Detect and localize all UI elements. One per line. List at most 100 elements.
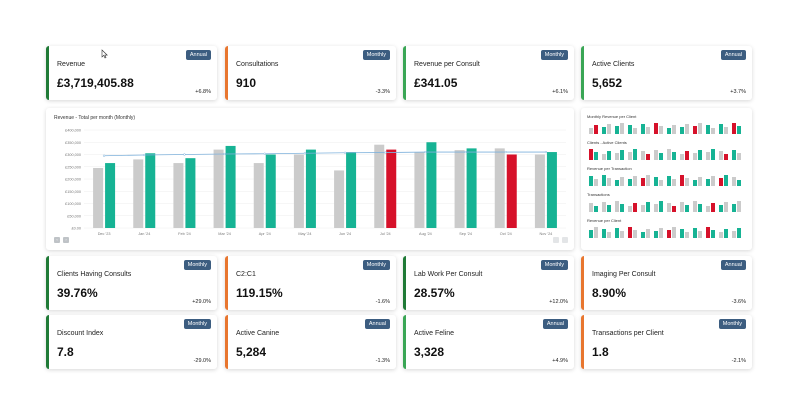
period-badge: Annual xyxy=(542,319,568,329)
period-badge: Monthly xyxy=(362,260,390,270)
x-tick-label: Apr '24 xyxy=(259,232,271,236)
sparkline-bar xyxy=(667,230,671,238)
sparkline-bar xyxy=(698,150,702,160)
kpi-label: Discount Index xyxy=(57,330,104,337)
trend-point xyxy=(504,150,507,154)
x-tick-label: Jun '24 xyxy=(339,232,351,236)
kpi-label: Lab Work Per Consult xyxy=(414,271,483,278)
kpi-card-active-feline[interactable]: Annual Active Feline 3,328 +4.9% xyxy=(403,315,574,369)
current-period-bar xyxy=(225,145,236,228)
kpi-delta: +12.0% xyxy=(549,299,568,305)
trend-point xyxy=(424,150,427,154)
kpi-card-revenue[interactable]: Annual Revenue £3,719,405.88 +6.8% xyxy=(46,46,217,100)
y-tick-label: £300,000 xyxy=(65,153,81,157)
sparkline-bar xyxy=(620,204,624,212)
kpi-card-imaging-per-consult[interactable]: Annual Imaging Per Consult 8.90% -3.6% xyxy=(581,256,752,310)
current-period-bar xyxy=(145,153,156,228)
sparkline-bar xyxy=(698,204,702,212)
current-period-bar xyxy=(506,154,517,228)
trend-line xyxy=(104,151,546,157)
sparkline-bar xyxy=(641,151,645,160)
current-period-bar xyxy=(546,152,557,228)
kpi-card-lab-work-per-consult[interactable]: Monthly Lab Work Per Consult 28.57% +12.… xyxy=(403,256,574,310)
y-tick-label: £350,000 xyxy=(65,141,81,145)
sparkline-bar xyxy=(607,205,611,212)
current-period-bar xyxy=(305,149,316,228)
period-badge: Monthly xyxy=(183,260,211,270)
sparkline-bar xyxy=(633,149,637,160)
x-tick-label: Oct '24 xyxy=(500,232,512,236)
previous-period-bar xyxy=(374,144,385,228)
revenue-chart-panel: Revenue - Total per month (Monthly) £400… xyxy=(46,108,574,250)
sparkline-bar xyxy=(628,179,632,186)
sparkline-bar xyxy=(607,232,611,238)
mouse-cursor-icon xyxy=(101,49,108,59)
sparkline-bar xyxy=(620,150,624,160)
chart-zoom-in-button[interactable] xyxy=(562,237,568,243)
sparkline-bar xyxy=(589,149,593,160)
sparkline-bar xyxy=(693,201,697,212)
kpi-delta: -2.1% xyxy=(731,358,746,364)
sparkline-bar xyxy=(646,202,650,212)
kpi-card-active-clients[interactable]: Annual Active Clients 5,652 +3.7% xyxy=(581,46,752,100)
sparkline-bar xyxy=(646,154,650,160)
kpi-value: £341.05 xyxy=(414,76,458,90)
sparkline-bar xyxy=(602,229,606,238)
chart-zoom-out-button[interactable] xyxy=(553,237,559,243)
sparkline-bar xyxy=(711,128,715,134)
kpi-card-discount-index[interactable]: Monthly Discount Index 7.8 -29.0% xyxy=(46,315,217,369)
y-tick-label: £400,000 xyxy=(65,129,81,133)
sparkline-bar xyxy=(641,178,645,186)
sparkline-bar xyxy=(589,203,593,212)
kpi-card-c2-c1[interactable]: Monthly C2:C1 119.15% -1.6% xyxy=(225,256,396,310)
sparkline-bar xyxy=(680,202,684,212)
period-badge: Monthly xyxy=(540,260,568,270)
kpi-label: Revenue xyxy=(57,61,86,68)
sparkline-bar xyxy=(589,176,593,186)
trend-point xyxy=(303,152,307,155)
sparkline-bar xyxy=(615,126,619,134)
y-tick-label: £250,000 xyxy=(65,165,81,169)
sparkline-bar xyxy=(620,231,624,238)
sparkline-bar xyxy=(615,180,619,186)
chart-nav-prev-button[interactable]: ‹ xyxy=(54,237,60,243)
sparkline-bar xyxy=(641,124,645,134)
sparkline-charts[interactable] xyxy=(581,108,752,250)
sparkline-bar xyxy=(719,178,723,186)
previous-period-bar xyxy=(133,159,144,228)
sparkline-bar xyxy=(628,152,632,160)
kpi-delta: -3.6% xyxy=(731,299,746,305)
sparkline-bar xyxy=(654,123,658,134)
kpi-card-revenue-per-consult[interactable]: Monthly Revenue per Consult £341.05 +6.1… xyxy=(403,46,574,100)
kpi-card-clients-having-consults[interactable]: Monthly Clients Having Consults 39.76% +… xyxy=(46,256,217,310)
chart-nav-next-button[interactable]: › xyxy=(63,237,69,243)
sparkline-bar xyxy=(594,206,598,212)
sparkline-bar xyxy=(685,124,689,134)
sparkline-bar xyxy=(724,202,728,212)
sparkline-bar xyxy=(620,123,624,134)
sparkline-bar xyxy=(693,153,697,160)
sparkline-bar xyxy=(711,203,715,212)
sparkline-bar xyxy=(594,179,598,186)
sparkline-bar xyxy=(667,203,671,212)
kpi-label: Active Canine xyxy=(236,330,280,337)
sparkline-bar xyxy=(646,127,650,134)
kpi-card-active-canine[interactable]: Annual Active Canine 5,284 -1.3% xyxy=(225,315,396,369)
trend-point xyxy=(183,153,186,156)
current-period-bar xyxy=(105,163,116,228)
kpi-card-consultations[interactable]: Monthly Consultations 910 -3.3% xyxy=(225,46,396,100)
kpi-value: 5,284 xyxy=(236,345,267,359)
period-badge: Annual xyxy=(185,50,211,60)
revenue-bar-chart[interactable]: £400,000 £350,000 £300,000 £250,000 £200,000… xyxy=(46,108,574,250)
previous-period-bar xyxy=(414,152,425,228)
y-tick-label: £200,000 xyxy=(65,178,81,182)
sparkline-bar xyxy=(659,180,663,186)
sparkline-bar xyxy=(680,154,684,160)
sparkline-bar xyxy=(633,128,637,134)
sparkline-bar xyxy=(615,201,619,212)
current-period-bar xyxy=(386,149,397,228)
kpi-card-transactions-per-client[interactable]: Monthly Transactions per Client 1.8 -2.1… xyxy=(581,315,752,369)
x-tick-label: Aug '24 xyxy=(419,232,432,236)
sparkline-label: Revenue per Transaction xyxy=(587,166,632,171)
sparkline-bar xyxy=(589,128,593,134)
